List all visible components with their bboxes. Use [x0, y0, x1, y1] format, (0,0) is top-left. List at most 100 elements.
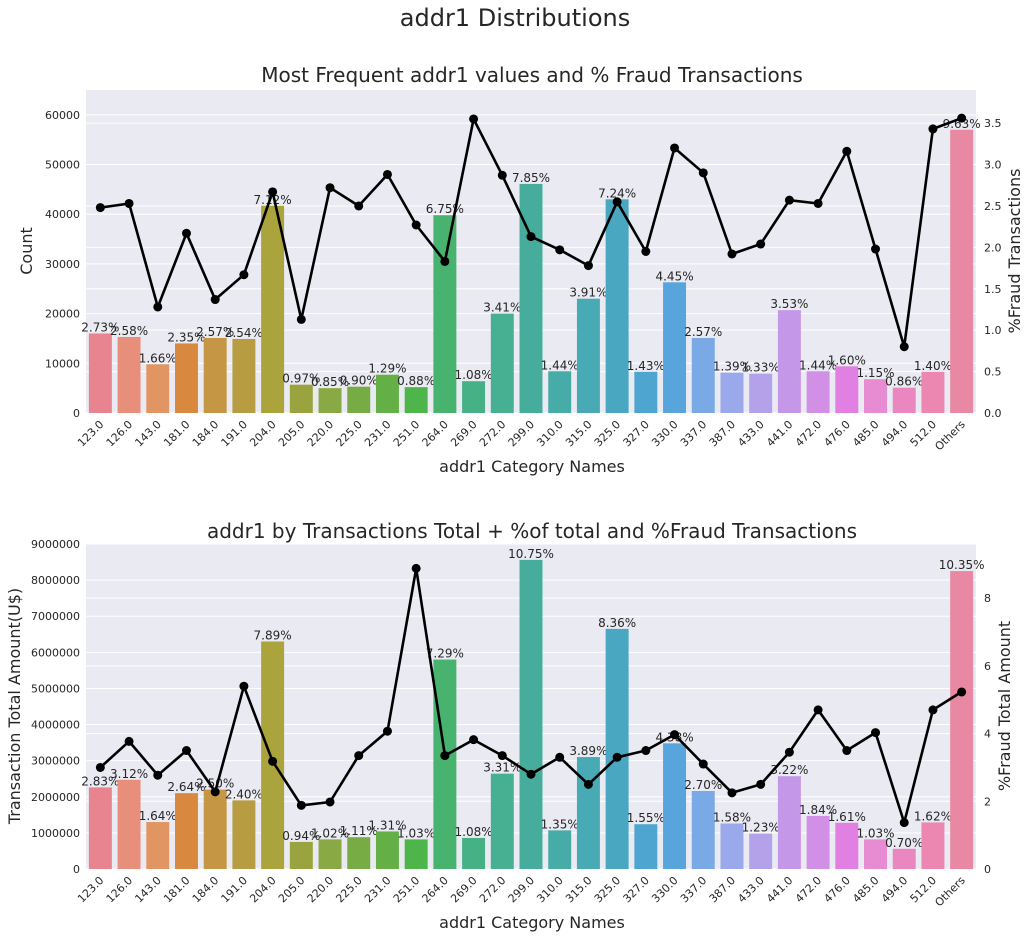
x-tick-label: 272.0: [477, 418, 508, 449]
line-point: [153, 770, 163, 780]
x-tick-label: 220.0: [305, 418, 336, 449]
bar: [634, 824, 658, 869]
bar-label: 4.45%: [655, 269, 693, 283]
line-point: [497, 751, 507, 761]
bar-label: 2.64%: [167, 780, 205, 794]
bar-label: 3.53%: [770, 297, 808, 311]
bar: [864, 379, 887, 413]
y-tick-label: 2000000: [31, 791, 80, 804]
bar-label: 1.15%: [856, 366, 894, 380]
bar-label: 3.41%: [483, 301, 521, 315]
y-tick-label: 0: [73, 407, 80, 420]
bar: [203, 789, 227, 869]
y-tick-label: 50000: [45, 159, 80, 172]
x-tick-label: 494.0: [879, 418, 910, 449]
x-tick-label: 184.0: [190, 874, 221, 905]
line-point: [756, 779, 766, 789]
y-tick-label: 4000000: [31, 719, 80, 732]
bar: [663, 743, 687, 869]
bar-label: 2.57%: [196, 325, 234, 339]
y-tick-label: 6000000: [31, 646, 80, 659]
line-point: [526, 232, 536, 242]
bar: [462, 381, 486, 413]
y-tick-label: 5000000: [31, 682, 80, 695]
x-tick-label: 143.0: [132, 418, 163, 449]
bar-label: 0.70%: [885, 836, 923, 850]
bar-label: 1.66%: [139, 351, 177, 365]
bar-label: 1.43%: [627, 359, 665, 373]
bar-label: 1.39%: [713, 360, 751, 374]
bar-label: 3.91%: [569, 286, 607, 300]
x-tick-label: 330.0: [649, 418, 680, 449]
x-tick-label: 325.0: [592, 874, 623, 905]
x-tick-label: 476.0: [821, 874, 852, 905]
y2-tick-label: 0: [984, 863, 991, 876]
line-point: [440, 256, 450, 266]
line-point: [957, 687, 967, 697]
y-tick-label: 8000000: [31, 574, 80, 587]
x-tick-label: 315.0: [563, 418, 594, 449]
bar: [146, 822, 170, 869]
x-tick-label: 231.0: [362, 418, 393, 449]
y2-tick-label: 1.5: [984, 283, 1002, 296]
y-tick-label: 7000000: [31, 610, 80, 623]
chart-transaction-totals: addr1 by Transactions Total + %of total …: [5, 519, 1014, 932]
x-tick-label: 205.0: [276, 418, 307, 449]
line-point: [497, 170, 507, 180]
bar: [289, 384, 313, 413]
x-tick-label: 433.0: [735, 874, 766, 905]
line-point: [813, 705, 823, 715]
x-tick-label: 299.0: [506, 874, 537, 905]
y2-tick-label: 2.5: [984, 200, 1002, 213]
bar-label: 1.33%: [742, 361, 780, 375]
x-tick-label: 315.0: [563, 874, 594, 905]
bar-label: 9.63%: [943, 117, 981, 131]
bar: [749, 833, 773, 869]
y-tick-label: 30000: [45, 258, 80, 271]
line-point: [296, 800, 306, 810]
bar-label: 1.61%: [828, 810, 866, 824]
line-point: [928, 124, 938, 134]
bar: [203, 337, 227, 413]
line-point: [95, 203, 105, 213]
bar-label: 10.75%: [508, 547, 554, 561]
bar-label: 0.90%: [340, 374, 378, 388]
line-point: [382, 169, 392, 179]
bar: [88, 787, 112, 869]
x-tick-label: 485.0: [850, 874, 881, 905]
bar-label: 3.89%: [569, 744, 607, 758]
line-point: [325, 797, 335, 807]
bar-label: 7.85%: [512, 171, 550, 185]
bar-label: 0.88%: [397, 374, 435, 388]
bar-label: 1.44%: [541, 358, 579, 372]
line-point: [641, 247, 651, 256]
bar-label: 1.58%: [713, 811, 751, 825]
line-point: [181, 746, 191, 756]
bar: [117, 336, 141, 413]
bar: [117, 779, 141, 869]
bar: [605, 199, 629, 413]
bar: [720, 372, 744, 413]
y-tick-label: 20000: [45, 308, 80, 321]
bar: [289, 841, 313, 869]
line-point: [411, 563, 421, 573]
y2-tick-label: 3.0: [984, 159, 1002, 172]
y2-tick-label: 3.5: [984, 117, 1002, 130]
line-point: [239, 681, 249, 691]
line-point: [612, 197, 622, 207]
x-tick-label: 123.0: [75, 418, 106, 449]
line-point: [555, 752, 565, 762]
line-point: [612, 752, 622, 762]
x-tick-label: 251.0: [391, 874, 422, 905]
bar-label: 1.08%: [455, 368, 493, 382]
chart2-xlabel: addr1 Category Names: [439, 913, 625, 932]
x-tick-label: 441.0: [764, 418, 795, 449]
bar-label: 1.11%: [340, 824, 378, 838]
x-tick-label: 327.0: [620, 418, 651, 449]
x-tick-label: 126.0: [104, 874, 135, 905]
bar-label: 1.40%: [914, 359, 952, 373]
line-point: [583, 261, 593, 271]
line-point: [469, 735, 479, 745]
bar-label: 0.86%: [885, 375, 923, 389]
y2-tick-label: 4: [984, 728, 991, 741]
